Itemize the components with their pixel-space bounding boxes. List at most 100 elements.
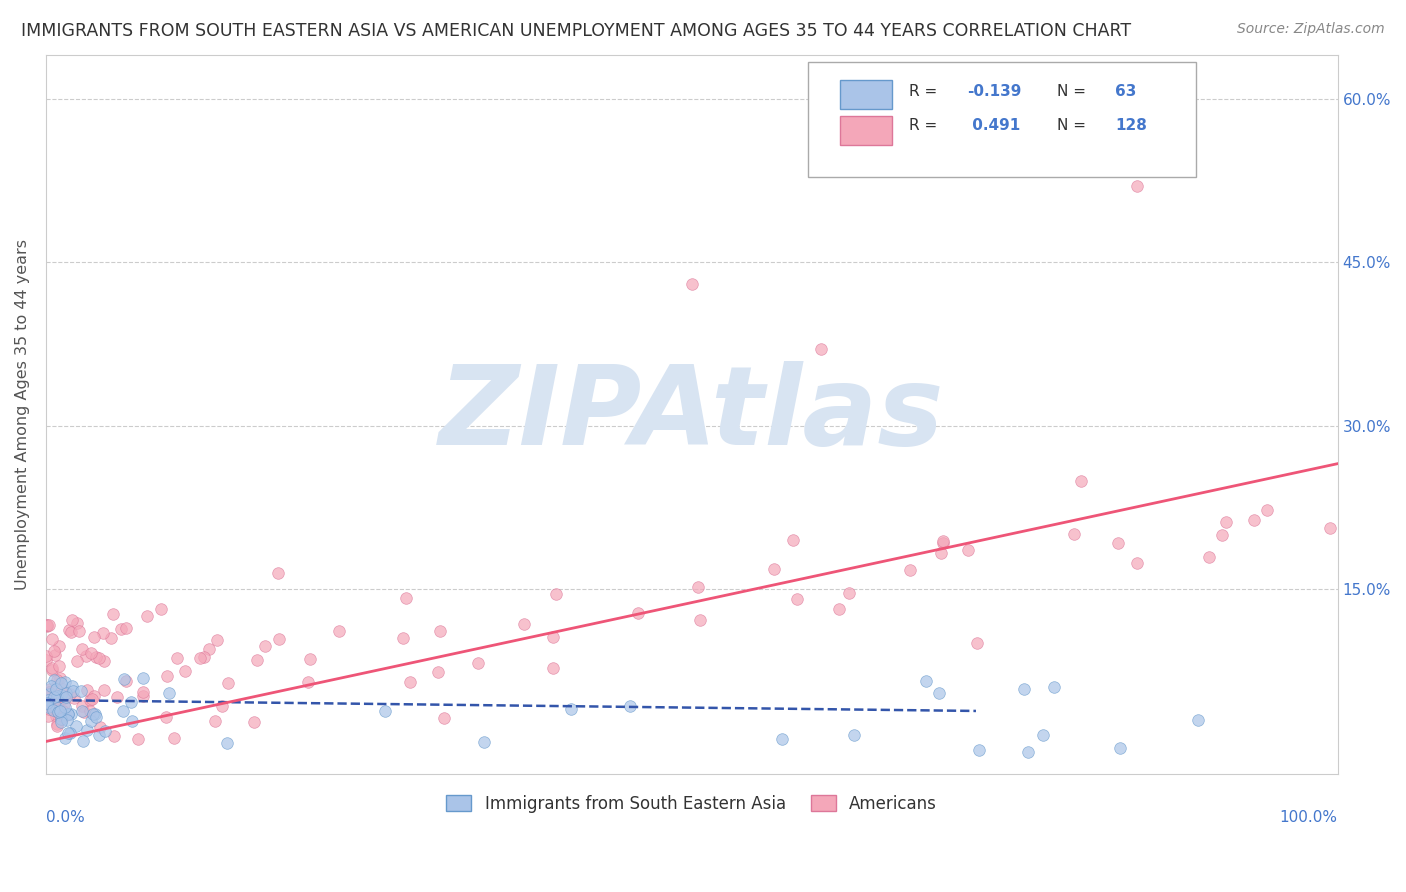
Y-axis label: Unemployment Among Ages 35 to 44 years: Unemployment Among Ages 35 to 44 years xyxy=(15,239,30,591)
Point xyxy=(46,689,69,703)
Point xyxy=(966,636,988,650)
Point xyxy=(38,702,60,716)
Text: 100.0%: 100.0% xyxy=(1279,810,1337,825)
Point xyxy=(84,710,107,724)
Point xyxy=(80,714,103,729)
Point xyxy=(55,686,77,700)
Point xyxy=(217,675,239,690)
Point xyxy=(37,693,59,707)
Point xyxy=(103,730,125,744)
Point xyxy=(770,732,793,747)
Point xyxy=(46,704,69,718)
Point xyxy=(398,675,420,690)
Point xyxy=(49,712,72,726)
Point xyxy=(45,700,67,714)
Point xyxy=(915,673,938,688)
Point xyxy=(41,663,63,677)
Point xyxy=(60,679,83,693)
Point xyxy=(89,720,111,734)
Point xyxy=(762,561,785,575)
Point xyxy=(103,607,125,621)
Point xyxy=(41,661,63,675)
Point xyxy=(35,618,58,632)
Point xyxy=(55,707,77,722)
Point xyxy=(51,712,73,726)
Point xyxy=(1012,682,1035,697)
Point xyxy=(467,656,489,670)
Point xyxy=(65,719,87,733)
Point xyxy=(58,707,80,722)
Point xyxy=(52,704,75,718)
Point xyxy=(70,704,93,718)
Point xyxy=(49,676,72,690)
FancyBboxPatch shape xyxy=(808,62,1195,178)
Point xyxy=(42,690,65,704)
Point xyxy=(267,566,290,580)
Point xyxy=(110,622,132,636)
Point xyxy=(70,641,93,656)
Point xyxy=(132,690,155,704)
Point xyxy=(48,639,70,653)
Point xyxy=(810,343,832,357)
Point xyxy=(546,587,568,601)
Point xyxy=(1198,550,1220,565)
Point xyxy=(76,723,98,737)
Point xyxy=(686,580,709,594)
Text: R =: R = xyxy=(908,118,942,133)
Point xyxy=(80,646,103,660)
Point xyxy=(44,673,66,687)
Point xyxy=(395,591,418,605)
Point xyxy=(472,735,495,749)
Point xyxy=(1319,521,1341,535)
Point xyxy=(929,546,952,560)
Point xyxy=(246,653,269,667)
Point xyxy=(83,630,105,644)
Point xyxy=(689,613,711,627)
Point xyxy=(156,668,179,682)
Point xyxy=(1070,474,1092,488)
Text: N =: N = xyxy=(1057,118,1091,133)
Point xyxy=(45,719,67,733)
Point xyxy=(1211,527,1233,541)
Point xyxy=(619,698,641,713)
Point xyxy=(49,707,72,722)
Point xyxy=(157,686,180,700)
Point xyxy=(1125,556,1147,570)
Point xyxy=(163,731,186,745)
Point xyxy=(72,699,94,714)
Point xyxy=(91,626,114,640)
Point xyxy=(37,700,59,714)
Point xyxy=(328,624,350,638)
Point xyxy=(297,674,319,689)
Point xyxy=(1107,536,1129,550)
Point xyxy=(62,683,84,698)
Point xyxy=(627,606,650,620)
Point xyxy=(429,624,451,638)
Point xyxy=(84,649,107,664)
Point xyxy=(79,704,101,718)
Point xyxy=(55,690,77,705)
Point xyxy=(45,682,67,697)
Point xyxy=(41,632,63,646)
Point xyxy=(433,711,456,725)
Point xyxy=(253,640,276,654)
Point xyxy=(957,542,980,557)
Point xyxy=(838,586,860,600)
Point xyxy=(60,625,83,640)
Point xyxy=(193,650,215,665)
Point xyxy=(1042,680,1064,694)
Point xyxy=(44,644,66,658)
Point xyxy=(46,673,69,687)
Point xyxy=(267,632,290,646)
Point xyxy=(51,688,73,702)
Point xyxy=(39,681,62,696)
Point xyxy=(299,652,322,666)
Point xyxy=(211,699,233,714)
Point xyxy=(115,621,138,635)
Point xyxy=(59,706,82,721)
Point xyxy=(45,709,67,723)
Point xyxy=(46,717,69,731)
Point xyxy=(93,655,115,669)
Point xyxy=(1109,741,1132,756)
Point xyxy=(215,735,238,749)
